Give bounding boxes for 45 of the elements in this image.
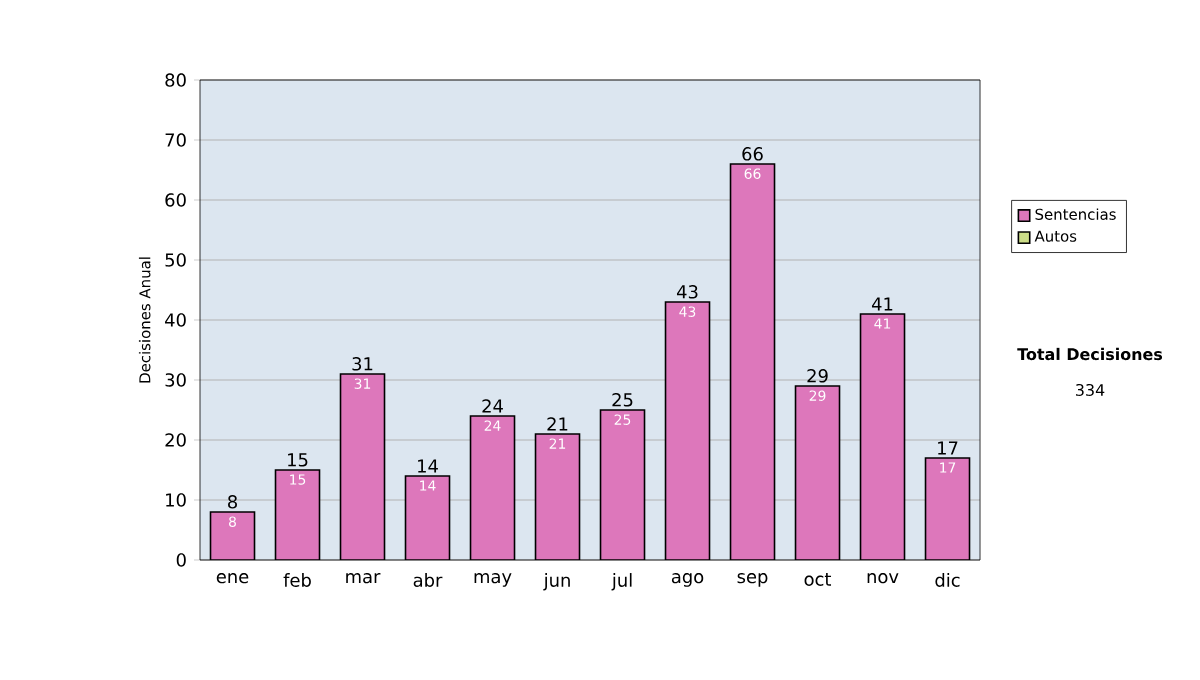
total-label: 24 — [482, 399, 503, 413]
total-label: 14 — [418, 459, 438, 473]
bar — [730, 164, 775, 560]
x-tick-label: sep — [737, 573, 768, 587]
x-tick-label: ago — [671, 573, 704, 587]
y-tick-label: 80 — [165, 73, 186, 87]
bar — [275, 470, 320, 560]
x-tick-label: feb — [283, 573, 311, 587]
x-tick-label: mar — [346, 573, 381, 584]
bar — [405, 476, 450, 560]
x-tick-label: dic — [935, 573, 960, 587]
total-label: 15 — [288, 453, 308, 467]
y-tick-label: 20 — [165, 433, 186, 447]
x-tick-label: jul — [611, 573, 632, 591]
x-tick-label: may — [474, 573, 512, 587]
y-tick-label: 60 — [165, 193, 186, 207]
bar — [860, 314, 905, 560]
total-label: 21 — [547, 417, 568, 431]
y-tick-label: 40 — [165, 313, 186, 327]
x-tick-label: ene — [216, 573, 249, 584]
x-tick-label: nov — [867, 573, 899, 584]
y-tick-label: 0 — [176, 553, 186, 567]
x-tick-label: jun — [543, 573, 570, 591]
bar — [535, 434, 580, 560]
total-label: 17 — [938, 441, 958, 455]
bar — [600, 410, 645, 560]
y-tick-label: 50 — [165, 253, 186, 267]
bar — [665, 302, 710, 560]
bar — [470, 416, 515, 560]
bar — [210, 512, 255, 560]
y-tick-label: 70 — [165, 133, 186, 147]
y-tick-label: 30 — [165, 373, 186, 387]
total-label: 25 — [612, 393, 633, 407]
x-tick-label: abr — [413, 573, 443, 587]
bar — [340, 374, 385, 560]
bar — [924, 457, 971, 560]
total-label: 29 — [807, 369, 828, 383]
total-label: 31 — [352, 357, 373, 371]
y-tick-label: 10 — [166, 493, 186, 507]
bar — [795, 386, 840, 560]
total-label: 41 — [871, 297, 893, 311]
total-label: 8 — [228, 495, 237, 509]
total-label: 66 — [742, 147, 763, 161]
total-label: 43 — [676, 285, 698, 299]
x-tick-label: oct — [804, 573, 832, 586]
